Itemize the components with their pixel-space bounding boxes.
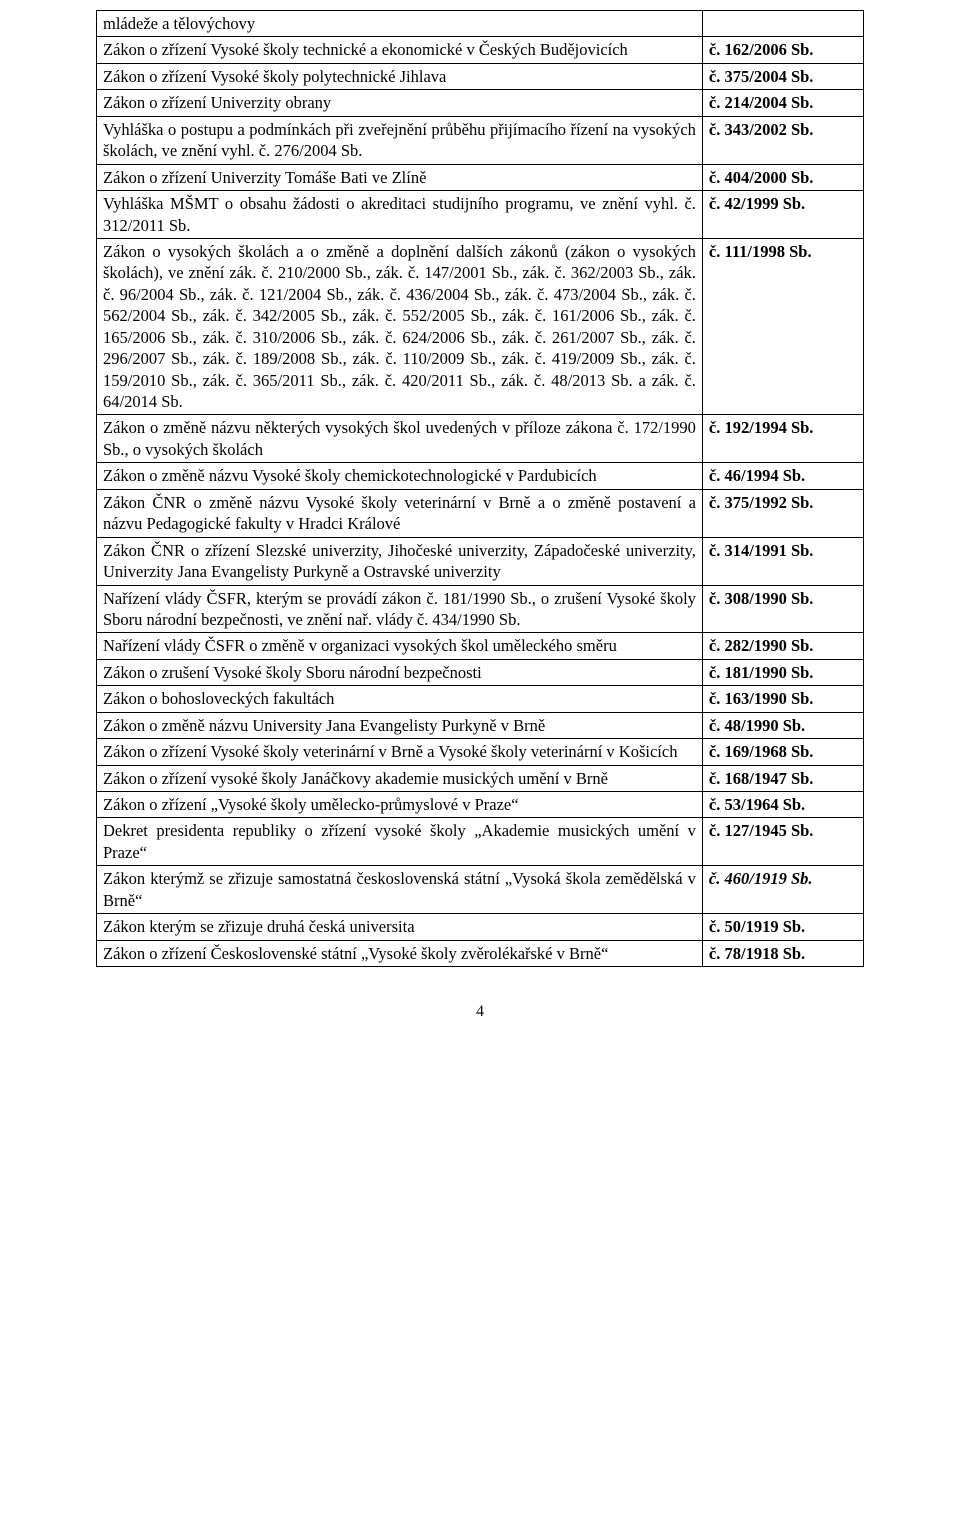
table-row: Dekret presidenta republiky o zřízení vy… (97, 818, 864, 866)
table-row: Zákon o zřízení Vysoké školy technické a… (97, 37, 864, 63)
table-row: Zákon o vysokých školách a o změně a dop… (97, 238, 864, 415)
table-row: Zákon o zřízení Univerzity obranyč. 214/… (97, 90, 864, 116)
table-row: Zákon kterým se zřizuje druhá česká univ… (97, 914, 864, 940)
law-description-cell: mládeže a tělovýchovy (97, 11, 703, 37)
law-reference-cell: č. 308/1990 Sb. (702, 585, 863, 633)
law-description-cell: Nařízení vlády ČSFR o změně v organizaci… (97, 633, 703, 659)
law-description-cell: Zákon o vysokých školách a o změně a dop… (97, 238, 703, 415)
law-reference-cell: č. 375/1992 Sb. (702, 489, 863, 537)
law-description-cell: Zákon o bohosloveckých fakultách (97, 686, 703, 712)
law-description-cell: Zákon o zřízení Univerzity Tomáše Bati v… (97, 164, 703, 190)
table-row: Zákon o zřízení Československé státní „V… (97, 940, 864, 966)
law-reference-cell: č. 163/1990 Sb. (702, 686, 863, 712)
law-description-cell: Zákon o zřízení Univerzity obrany (97, 90, 703, 116)
law-reference-cell: č. 192/1994 Sb. (702, 415, 863, 463)
law-reference-cell (702, 11, 863, 37)
table-row: Zákon o změně názvu Vysoké školy chemick… (97, 463, 864, 489)
law-description-cell: Zákon o zřízení Československé státní „V… (97, 940, 703, 966)
law-reference-cell: č. 169/1968 Sb. (702, 739, 863, 765)
table-row: Zákon o změně názvu některých vysokých š… (97, 415, 864, 463)
law-reference-cell: č. 46/1994 Sb. (702, 463, 863, 489)
table-row: Zákon o zřízení vysoké školy Janáčkovy a… (97, 765, 864, 791)
law-description-cell: Vyhláška MŠMT o obsahu žádosti o akredit… (97, 191, 703, 239)
laws-table-body: mládeže a tělovýchovyZákon o zřízení Vys… (97, 11, 864, 967)
document-page: mládeže a tělovýchovyZákon o zřízení Vys… (0, 0, 960, 1061)
law-description-cell: Zákon kterým se zřizuje druhá česká univ… (97, 914, 703, 940)
law-reference-cell: č. 181/1990 Sb. (702, 659, 863, 685)
law-description-cell: Zákon ČNR o zřízení Slezské univerzity, … (97, 537, 703, 585)
law-reference-cell: č. 50/1919 Sb. (702, 914, 863, 940)
table-row: Zákon o změně názvu University Jana Evan… (97, 712, 864, 738)
table-row: Vyhláška MŠMT o obsahu žádosti o akredit… (97, 191, 864, 239)
table-row: Zákon o zřízení Vysoké školy veterinární… (97, 739, 864, 765)
law-description-cell: Nařízení vlády ČSFR, kterým se provádí z… (97, 585, 703, 633)
law-description-cell: Zákon kterýmž se zřizuje samostatná česk… (97, 866, 703, 914)
law-description-cell: Zákon o zrušení Vysoké školy Sboru národ… (97, 659, 703, 685)
laws-table: mládeže a tělovýchovyZákon o zřízení Vys… (96, 10, 864, 967)
law-reference-cell: č. 48/1990 Sb. (702, 712, 863, 738)
table-row: Zákon ČNR o změně názvu Vysoké školy vet… (97, 489, 864, 537)
law-reference-cell: č. 314/1991 Sb. (702, 537, 863, 585)
law-description-cell: Zákon o změně názvu University Jana Evan… (97, 712, 703, 738)
law-description-cell: Vyhláška o postupu a podmínkách při zveř… (97, 116, 703, 164)
law-reference-cell: č. 404/2000 Sb. (702, 164, 863, 190)
law-description-cell: Zákon o zřízení vysoké školy Janáčkovy a… (97, 765, 703, 791)
law-reference-cell: č. 214/2004 Sb. (702, 90, 863, 116)
page-number: 4 (96, 1003, 864, 1021)
law-description-cell: Zákon o zřízení Vysoké školy polytechnic… (97, 63, 703, 89)
table-row: Zákon kterýmž se zřizuje samostatná česk… (97, 866, 864, 914)
table-row: Nařízení vlády ČSFR o změně v organizaci… (97, 633, 864, 659)
law-reference-cell: č. 53/1964 Sb. (702, 792, 863, 818)
table-row: Zákon o zrušení Vysoké školy Sboru národ… (97, 659, 864, 685)
law-description-cell: Zákon o zřízení „Vysoké školy umělecko-p… (97, 792, 703, 818)
law-reference-cell: č. 375/2004 Sb. (702, 63, 863, 89)
law-description-cell: Dekret presidenta republiky o zřízení vy… (97, 818, 703, 866)
law-reference-cell: č. 162/2006 Sb. (702, 37, 863, 63)
law-description-cell: Zákon o změně názvu Vysoké školy chemick… (97, 463, 703, 489)
table-row: Zákon o zřízení „Vysoké školy umělecko-p… (97, 792, 864, 818)
law-reference-cell: č. 282/1990 Sb. (702, 633, 863, 659)
law-reference-cell: č. 168/1947 Sb. (702, 765, 863, 791)
table-row: Nařízení vlády ČSFR, kterým se provádí z… (97, 585, 864, 633)
law-reference-cell: č. 42/1999 Sb. (702, 191, 863, 239)
law-description-cell: Zákon o zřízení Vysoké školy technické a… (97, 37, 703, 63)
table-row: Vyhláška o postupu a podmínkách při zveř… (97, 116, 864, 164)
law-reference-cell: č. 460/1919 Sb. (702, 866, 863, 914)
table-row: Zákon o bohosloveckých fakultáchč. 163/1… (97, 686, 864, 712)
law-description-cell: Zákon o zřízení Vysoké školy veterinární… (97, 739, 703, 765)
table-row: Zákon o zřízení Univerzity Tomáše Bati v… (97, 164, 864, 190)
table-row: Zákon o zřízení Vysoké školy polytechnic… (97, 63, 864, 89)
law-reference-cell: č. 127/1945 Sb. (702, 818, 863, 866)
law-reference-cell: č. 343/2002 Sb. (702, 116, 863, 164)
law-description-cell: Zákon o změně názvu některých vysokých š… (97, 415, 703, 463)
law-description-cell: Zákon ČNR o změně názvu Vysoké školy vet… (97, 489, 703, 537)
table-row: Zákon ČNR o zřízení Slezské univerzity, … (97, 537, 864, 585)
law-reference-cell: č. 78/1918 Sb. (702, 940, 863, 966)
table-row: mládeže a tělovýchovy (97, 11, 864, 37)
law-reference-cell: č. 111/1998 Sb. (702, 238, 863, 415)
